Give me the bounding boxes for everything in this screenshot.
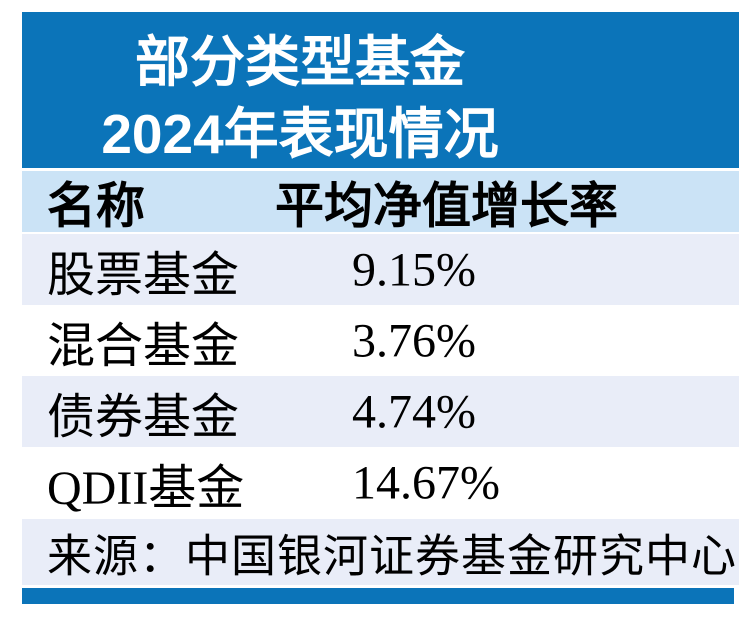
fund-name: QDII基金: [47, 461, 245, 515]
table-header-row: 名称 平均净值增长率: [22, 171, 739, 233]
fund-growth-value: 3.76%: [352, 314, 476, 367]
chart-title: 部分类型基金 2024年表现情况: [22, 26, 578, 170]
bottom-divider-bar: [22, 588, 734, 604]
source-row: 来源：中国银河证券基金研究中心: [22, 519, 739, 585]
table-row: 债券基金 4.74%: [22, 376, 739, 447]
table-row: QDII基金 14.67%: [22, 447, 739, 518]
column-header-name: 名称: [47, 179, 146, 233]
column-header-growth-rate: 平均净值增长率: [275, 179, 619, 233]
fund-name: 混合基金: [47, 319, 240, 373]
fund-name: 股票基金: [47, 248, 240, 302]
fund-growth-value: 14.67%: [352, 456, 500, 509]
chart-title-line2: 2024年表现情况: [101, 103, 499, 165]
fund-growth-value: 9.15%: [352, 243, 476, 296]
title-banner: 部分类型基金 2024年表现情况: [22, 12, 739, 168]
table-row: 股票基金 9.15%: [22, 234, 739, 305]
table-body: 股票基金 9.15% 混合基金 3.76% 债券基金 4.74% QDII基金 …: [22, 234, 739, 518]
chart-title-line1: 部分类型基金: [134, 31, 465, 93]
source-attribution: 来源：中国银河证券基金研究中心: [47, 531, 738, 582]
table-row: 混合基金 3.76%: [22, 305, 739, 376]
fund-name: 债券基金: [47, 390, 240, 444]
fund-growth-value: 4.74%: [352, 385, 476, 438]
